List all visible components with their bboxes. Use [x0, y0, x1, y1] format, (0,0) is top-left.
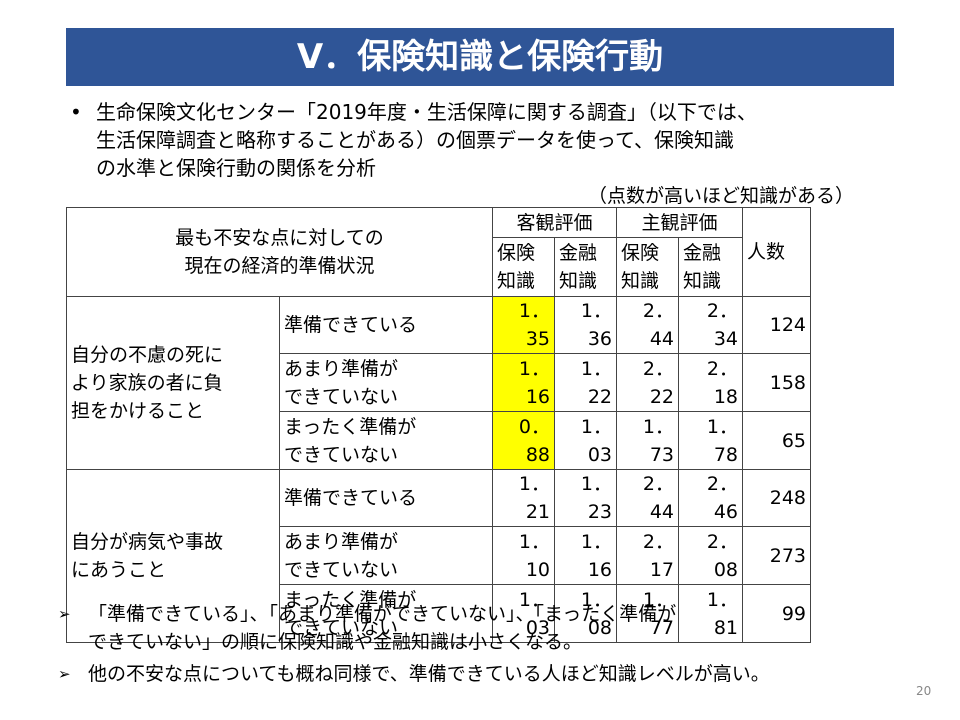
bullet: • — [70, 100, 82, 124]
status-cell: あまり準備が できていない — [279, 353, 493, 412]
group-header: 客観評価 — [492, 207, 617, 238]
status-line: 準備できている — [284, 487, 418, 509]
status-cell: 準備できている — [279, 469, 493, 527]
data-row: 自分の不慮の死に より家族の者に負 担をかけること 準備できている 1．35 1．36 2．… — [66, 296, 811, 470]
status-line: まったく準備が — [284, 588, 417, 611]
count-cell: 158 — [742, 353, 811, 412]
value-cell: 1．10 — [492, 526, 555, 585]
finding-line: 「準備できている」、「あまり準備ができていない」、「まったく準備が — [88, 603, 677, 625]
value-cell: 2．18 — [678, 353, 743, 412]
section-label-line: にあうこと — [71, 559, 167, 581]
value-cell: 2．44 — [616, 296, 679, 354]
count-cell: 65 — [742, 411, 811, 470]
table: 最も不安な点に対しての 現在の経済的準備状況 客観評価 主観評価 人数 保険 知識 金融 知識保… — [66, 207, 811, 643]
value-cell: 2．34 — [678, 296, 743, 354]
arrow-bullet: ➢ — [58, 665, 71, 683]
note: （点数が高いほど知識がある） — [588, 185, 855, 207]
section-label-line: 自分の不慮の死に — [71, 344, 224, 366]
column-header-line: 知識 — [683, 270, 722, 292]
section-label: 自分が病気や事故 にあうこと — [66, 469, 280, 643]
corner-line: 現在の経済的準備状況 — [184, 255, 375, 277]
intro: • 生命保険文化センター「2019年度・生活保障に関する調査」（以下では、 生活保障… — [70, 98, 757, 182]
value-cell: 2．17 — [616, 526, 679, 585]
slide-title: Ⅴ．保険知識と保険行動 — [66, 28, 894, 86]
column-header: 金融 知識 — [678, 237, 743, 297]
section-label-line: より家族の者に負 — [71, 372, 223, 394]
column-header: 保険 知識 — [492, 237, 555, 297]
intro-line: の水準と保険行動の関係を分析 — [96, 156, 376, 180]
column-header-line: 保険 — [497, 242, 536, 264]
finding: ➢ 「準備できている」、「あまり準備ができていない」、「まったく準備が できていない… — [58, 600, 770, 656]
arrow-bullet: ➢ — [58, 605, 71, 623]
corner-cell: 最も不安な点に対しての 現在の経済的準備状況 — [66, 207, 493, 297]
section-label-line: 担をかけること — [71, 400, 205, 422]
group-header: 主観評価 — [616, 207, 743, 238]
status-line: 準備できている — [284, 314, 418, 336]
header-row: 最も不安な点に対しての 現在の経済的準備状況 客観評価 主観評価 人数 — [66, 207, 811, 297]
value-cell: 1．35 — [492, 296, 555, 354]
value-cell: 1．08 — [554, 584, 617, 643]
count-cell: 124 — [742, 296, 811, 354]
value-cell: 1．16 — [554, 526, 617, 585]
count-cell: 99 — [742, 584, 811, 643]
value-cell: 1．03 — [554, 411, 617, 470]
value-cell: 2．46 — [678, 469, 743, 527]
status-cell: まったく準備が できていない — [279, 411, 493, 470]
column-header: 保険 知識 — [616, 237, 679, 297]
value-cell: 1．77 — [616, 584, 679, 643]
value-cell: 2．08 — [678, 526, 743, 585]
value-cell: 2．22 — [616, 353, 679, 412]
value-cell: 0．88 — [492, 411, 555, 470]
status-line: あまり準備が — [284, 530, 399, 553]
count-cell: 273 — [742, 526, 811, 585]
value-cell: 1．22 — [554, 353, 617, 412]
corner-line: 最も不安な点に対しての — [175, 227, 384, 249]
value-cell: 2．44 — [616, 469, 679, 527]
finding-line: できていない」の順に保険知識や金融知識は小さくなる。 — [88, 631, 583, 653]
value-cell: 1．16 — [492, 353, 555, 412]
header-row: 保険 知識 金融 知識 保険 知識 金融 知識 — [67, 237, 811, 297]
status-line: あまり準備が — [284, 357, 399, 380]
column-header-line: 知識 — [621, 270, 660, 292]
value-cell: 1．73 — [616, 411, 679, 470]
page-number: 20 — [916, 684, 932, 698]
data-row: まったく準備が できていない 1．03 1．08 1．77 1．81 99 — [67, 584, 811, 643]
section-label: 自分の不慮の死に より家族の者に負 担をかけること — [66, 296, 280, 470]
count-cell: 248 — [742, 469, 811, 527]
data-row: あまり準備が できていない 1．10 1．16 2．17 2．08 273 — [67, 526, 811, 585]
value-cell: 1．81 — [678, 584, 743, 643]
data-row: まったく準備が できていない 0．88 1．03 1．73 1．78 65 — [67, 411, 811, 470]
data-row: 自分が病気や事故 にあうこと 準備できている 1．21 1．23 2．44 2．46 248 — [66, 469, 811, 643]
status-line: できていない — [284, 558, 399, 581]
count-header: 人数 — [742, 207, 811, 297]
finding-line: 他の不安な点についても概ね同様で、準備できている人ほど知識レベルが高い。 — [88, 663, 770, 685]
intro-line: 生活保障調査と略称することがある）の個票データを使って、保険知識 — [96, 128, 734, 152]
status-cell: あまり準備が できていない — [279, 526, 493, 585]
column-header: 金融 知識 — [554, 237, 617, 297]
status-cell: 準備できている — [279, 296, 493, 354]
status-line: できていない — [284, 385, 399, 408]
status-line: できていない — [284, 616, 399, 639]
status-line: まったく準備が — [284, 415, 417, 438]
status-line: できていない — [284, 443, 399, 466]
column-header-line: 知識 — [559, 270, 598, 292]
column-header-line: 保険 — [621, 242, 660, 264]
findings: ➢ 「準備できている」、「あまり準備ができていない」、「まったく準備が できていない… — [58, 600, 770, 692]
column-header-line: 知識 — [497, 270, 536, 292]
finding: ➢ 他の不安な点についても概ね同様で、準備できている人ほど知識レベルが高い。 — [58, 660, 770, 688]
value-cell: 1．23 — [554, 469, 617, 527]
column-header-line: 金融 — [683, 242, 722, 264]
section-label-line: 自分が病気や事故 — [71, 531, 224, 553]
data-row: あまり準備が できていない 1．16 1．22 2．22 2．18 158 — [67, 353, 811, 412]
value-cell: 1．21 — [492, 469, 555, 527]
intro-line: 生命保険文化センター「2019年度・生活保障に関する調査」（以下では、 — [96, 100, 757, 124]
value-cell: 1．36 — [554, 296, 617, 354]
column-header-line: 金融 — [559, 242, 598, 264]
value-cell: 1．78 — [678, 411, 743, 470]
